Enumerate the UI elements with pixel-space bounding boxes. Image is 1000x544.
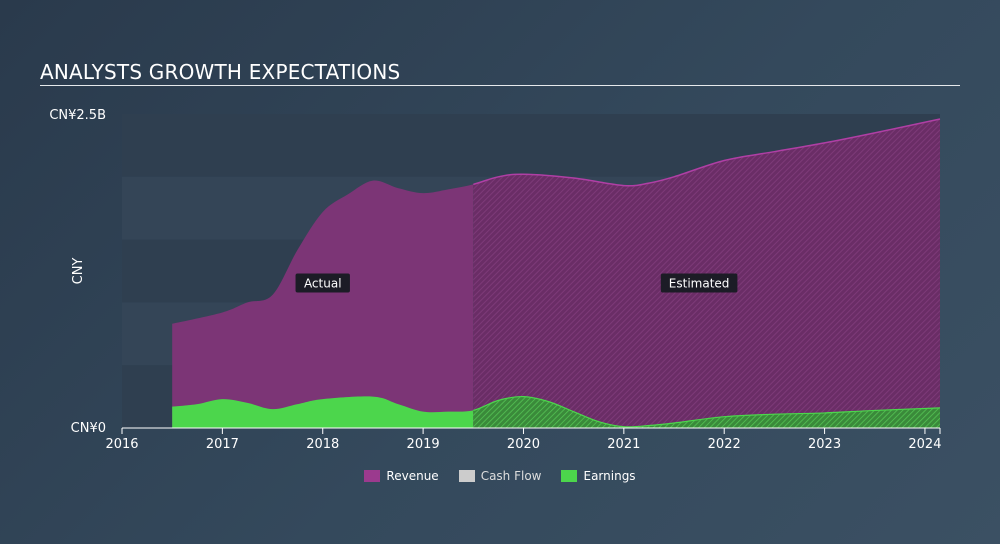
- y-axis-labels: CN¥2.5B CN¥0 CNY: [49, 108, 106, 436]
- x-tick-label: 2021: [607, 437, 640, 452]
- x-tick-label: 2024: [908, 437, 941, 452]
- legend-label: Cash Flow: [480, 469, 542, 483]
- annotation-bg: [660, 273, 738, 293]
- earnings-area-actual: [172, 396, 474, 428]
- annotations: Actual Estimated: [295, 273, 738, 293]
- legend-swatch: [364, 470, 381, 482]
- annotation-estimated: Estimated: [660, 273, 738, 293]
- y-axis-title: CNY: [71, 258, 86, 285]
- x-tick-label: 2017: [206, 437, 239, 452]
- chart-title: ANALYSTS GROWTH EXPECTATIONS: [40, 60, 401, 84]
- x-tick-label: 2022: [708, 437, 741, 452]
- legend-item-cash-flow[interactable]: Cash Flow: [458, 469, 542, 483]
- revenue-area-estimated: [473, 119, 940, 428]
- x-tick-label: 2023: [808, 437, 841, 452]
- annotation-label: Actual: [304, 277, 342, 291]
- legend-label: Earnings: [583, 469, 636, 483]
- earnings-line-estimated: [473, 395, 941, 428]
- annotation-bg: [295, 273, 350, 293]
- x-tick-label: 2018: [306, 437, 339, 452]
- y-min-label: CN¥0: [71, 421, 106, 436]
- x-tick-label: 2020: [507, 437, 540, 452]
- x-tick-label: 2016: [105, 437, 138, 452]
- annotation-label: Estimated: [669, 277, 730, 291]
- legend-swatch: [458, 470, 475, 482]
- legend-swatch: [561, 470, 578, 482]
- x-axis: 2016 2017 2018 2019 2020 2021 2022 2023 2024: [105, 427, 941, 452]
- revenue-line-estimated: [473, 118, 941, 187]
- legend-item-earnings[interactable]: Earnings: [561, 469, 636, 483]
- annotation-actual: Actual: [295, 273, 350, 293]
- y-max-label: CN¥2.5B: [49, 108, 106, 123]
- legend-item-revenue[interactable]: Revenue: [364, 469, 439, 483]
- legend-label: Revenue: [386, 469, 439, 483]
- revenue-area-actual: [172, 180, 474, 428]
- chart-areas: [172, 118, 941, 428]
- legend: Revenue Cash Flow Earnings: [0, 469, 1000, 483]
- title-divider: [40, 85, 960, 86]
- earnings-area-estimated: [473, 396, 940, 428]
- x-tick-label: 2019: [407, 437, 440, 452]
